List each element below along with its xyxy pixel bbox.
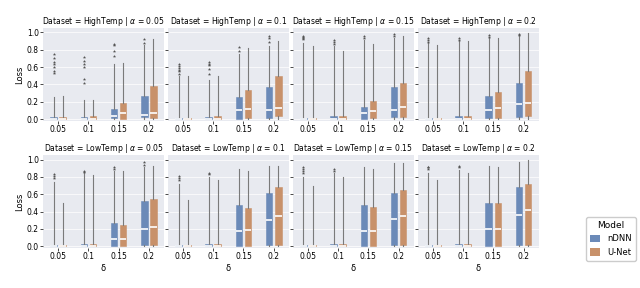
PathPatch shape bbox=[339, 244, 346, 246]
PathPatch shape bbox=[184, 245, 191, 246]
PathPatch shape bbox=[184, 118, 191, 119]
PathPatch shape bbox=[495, 203, 501, 246]
PathPatch shape bbox=[51, 245, 57, 246]
X-axis label: δ: δ bbox=[351, 264, 356, 273]
Title: Dataset = HighTemp | $\alpha$ = 0.15: Dataset = HighTemp | $\alpha$ = 0.15 bbox=[292, 15, 415, 28]
PathPatch shape bbox=[244, 208, 252, 246]
PathPatch shape bbox=[150, 199, 157, 245]
PathPatch shape bbox=[141, 96, 148, 117]
PathPatch shape bbox=[81, 117, 87, 119]
Title: Dataset = HighTemp | $\alpha$ = 0.2: Dataset = HighTemp | $\alpha$ = 0.2 bbox=[420, 15, 536, 28]
PathPatch shape bbox=[120, 225, 126, 246]
PathPatch shape bbox=[486, 96, 492, 118]
PathPatch shape bbox=[141, 201, 148, 245]
PathPatch shape bbox=[455, 116, 462, 119]
PathPatch shape bbox=[360, 205, 367, 246]
PathPatch shape bbox=[244, 90, 252, 118]
PathPatch shape bbox=[81, 244, 87, 246]
PathPatch shape bbox=[495, 92, 501, 118]
PathPatch shape bbox=[275, 187, 282, 245]
PathPatch shape bbox=[465, 244, 471, 246]
PathPatch shape bbox=[300, 118, 307, 119]
PathPatch shape bbox=[175, 118, 182, 119]
PathPatch shape bbox=[205, 244, 212, 246]
PathPatch shape bbox=[60, 245, 66, 246]
PathPatch shape bbox=[486, 203, 492, 246]
PathPatch shape bbox=[236, 97, 243, 119]
PathPatch shape bbox=[309, 118, 316, 119]
PathPatch shape bbox=[525, 184, 531, 245]
PathPatch shape bbox=[455, 244, 462, 246]
X-axis label: δ: δ bbox=[226, 264, 231, 273]
PathPatch shape bbox=[369, 101, 376, 118]
X-axis label: δ: δ bbox=[101, 264, 106, 273]
Title: Dataset = LowTemp | $\alpha$ = 0.15: Dataset = LowTemp | $\alpha$ = 0.15 bbox=[293, 142, 413, 155]
PathPatch shape bbox=[391, 87, 397, 117]
PathPatch shape bbox=[90, 116, 96, 119]
PathPatch shape bbox=[425, 245, 432, 246]
PathPatch shape bbox=[214, 115, 221, 119]
PathPatch shape bbox=[120, 103, 126, 119]
PathPatch shape bbox=[369, 207, 376, 246]
PathPatch shape bbox=[516, 187, 522, 245]
PathPatch shape bbox=[51, 117, 57, 119]
PathPatch shape bbox=[111, 223, 117, 246]
PathPatch shape bbox=[516, 83, 522, 117]
PathPatch shape bbox=[214, 244, 221, 246]
PathPatch shape bbox=[60, 117, 66, 119]
X-axis label: δ: δ bbox=[476, 264, 481, 273]
PathPatch shape bbox=[90, 244, 96, 246]
PathPatch shape bbox=[330, 115, 337, 119]
PathPatch shape bbox=[175, 245, 182, 246]
PathPatch shape bbox=[309, 245, 316, 246]
PathPatch shape bbox=[266, 87, 273, 118]
PathPatch shape bbox=[339, 115, 346, 119]
Title: Dataset = LowTemp | $\alpha$ = 0.2: Dataset = LowTemp | $\alpha$ = 0.2 bbox=[421, 142, 536, 155]
Y-axis label: Loss: Loss bbox=[15, 65, 24, 84]
PathPatch shape bbox=[150, 86, 157, 118]
Y-axis label: Loss: Loss bbox=[15, 192, 24, 211]
Legend: nDNN, U-Net: nDNN, U-Net bbox=[586, 217, 636, 261]
PathPatch shape bbox=[275, 76, 282, 116]
Title: Dataset = LowTemp | $\alpha$ = 0.1: Dataset = LowTemp | $\alpha$ = 0.1 bbox=[171, 142, 286, 155]
PathPatch shape bbox=[434, 118, 441, 119]
PathPatch shape bbox=[400, 83, 406, 117]
Title: Dataset = HighTemp | $\alpha$ = 0.05: Dataset = HighTemp | $\alpha$ = 0.05 bbox=[42, 15, 164, 28]
PathPatch shape bbox=[434, 245, 441, 246]
PathPatch shape bbox=[400, 190, 406, 245]
PathPatch shape bbox=[111, 109, 117, 118]
PathPatch shape bbox=[525, 71, 531, 116]
PathPatch shape bbox=[236, 205, 243, 246]
PathPatch shape bbox=[266, 193, 273, 245]
PathPatch shape bbox=[425, 118, 432, 119]
PathPatch shape bbox=[391, 193, 397, 245]
PathPatch shape bbox=[205, 117, 212, 119]
PathPatch shape bbox=[360, 107, 367, 119]
PathPatch shape bbox=[465, 115, 471, 119]
PathPatch shape bbox=[300, 245, 307, 246]
PathPatch shape bbox=[330, 244, 337, 246]
Title: Dataset = LowTemp | $\alpha$ = 0.05: Dataset = LowTemp | $\alpha$ = 0.05 bbox=[44, 142, 163, 155]
Title: Dataset = HighTemp | $\alpha$ = 0.1: Dataset = HighTemp | $\alpha$ = 0.1 bbox=[170, 15, 287, 28]
